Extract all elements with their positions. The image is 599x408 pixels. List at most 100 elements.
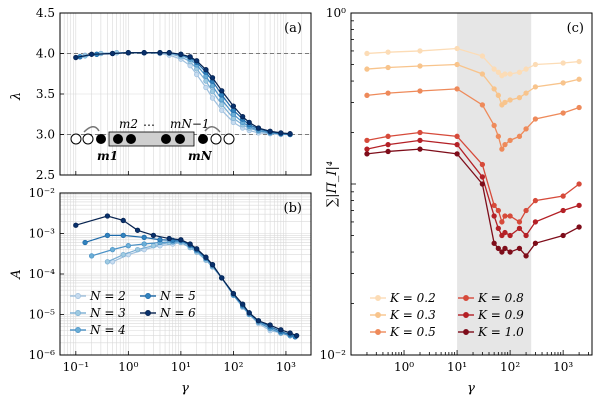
y-tick-label: 3.0: [36, 128, 55, 142]
data-point: [502, 245, 508, 252]
y-tick-label: 2.5: [36, 168, 55, 182]
data-point: [479, 174, 486, 180]
data-point: [187, 241, 193, 247]
legend-label: K = 0.9: [477, 308, 524, 322]
panel-a-label: (a): [284, 21, 302, 36]
data-point: [166, 235, 172, 242]
data-point: [104, 259, 111, 265]
data-point: [532, 240, 539, 246]
data-point: [125, 50, 131, 56]
data-point: [560, 207, 566, 214]
data-point: [560, 232, 566, 239]
data-point: [495, 133, 501, 139]
legend-label: N = 2: [89, 289, 126, 303]
data-point: [166, 50, 172, 56]
data-point: [479, 71, 486, 77]
panel-b-legend: N = 2 N = 3 N = 4 N = 5 N = 6: [70, 289, 196, 337]
data-point: [560, 60, 566, 66]
data-point: [88, 253, 95, 259]
data-point: [516, 94, 523, 101]
panel-a-ylabel: λ: [9, 92, 24, 101]
data-point: [240, 114, 246, 120]
y-tick-label: 4.5: [36, 6, 55, 20]
data-point: [499, 219, 505, 225]
data-point: [219, 101, 225, 108]
data-point: [120, 217, 126, 224]
data-point: [209, 88, 216, 95]
data-point: [109, 246, 116, 253]
data-point: [576, 224, 582, 230]
data-point: [219, 275, 225, 281]
data-point: [219, 88, 225, 94]
legend-swatch-marker: [375, 329, 381, 335]
data-point: [417, 63, 423, 69]
data-point: [532, 116, 539, 122]
x-tick-label: 10¹: [171, 360, 191, 374]
legend-label: N = 5: [159, 289, 196, 303]
x-tick-label: 10²: [500, 360, 520, 374]
x-tick-label: 10⁰: [394, 360, 414, 374]
data-point: [502, 71, 508, 77]
data-point: [507, 232, 513, 239]
data-point: [479, 161, 486, 168]
legend-swatch-marker: [145, 310, 151, 316]
data-point: [385, 133, 391, 139]
data-point: [246, 119, 252, 125]
data-point: [194, 58, 200, 64]
data-point: [560, 80, 566, 86]
data-point: [523, 126, 529, 132]
data-point: [507, 71, 513, 77]
data-point: [502, 141, 508, 148]
data-point: [417, 48, 423, 54]
data-point: [209, 262, 216, 268]
data-point: [479, 53, 486, 59]
data-point: [203, 84, 209, 91]
x-tick-label: 10⁻¹: [63, 360, 89, 374]
x-tick-label: 10¹: [447, 360, 467, 374]
panel-b-label: (b): [284, 201, 302, 216]
data-point: [364, 151, 370, 157]
y-tick-label: 10⁰: [326, 6, 346, 20]
legend-label: N = 6: [159, 306, 196, 320]
data-point: [491, 202, 497, 209]
data-point: [73, 222, 79, 228]
data-point: [150, 243, 157, 249]
data-point: [246, 310, 252, 316]
data-point: [385, 148, 391, 155]
data-point: [364, 66, 370, 72]
data-point: [532, 84, 539, 90]
data-point: [417, 146, 423, 152]
legend-swatch-marker: [75, 293, 81, 299]
panel-c-ylabel: ∑|Π_I|⁴: [325, 161, 340, 207]
legend-label: K = 0.5: [389, 325, 436, 339]
data-point: [278, 327, 284, 333]
legend-swatch-marker: [463, 295, 469, 301]
data-point: [255, 318, 262, 324]
panel-c-label: (c): [567, 21, 584, 36]
data-point: [560, 110, 566, 116]
data-point: [523, 207, 529, 214]
x-tick-label: 10³: [553, 360, 573, 374]
x-tick-label: 10²: [223, 360, 243, 374]
data-point: [203, 254, 209, 260]
filled-site-icon: [198, 134, 208, 144]
data-point: [576, 76, 582, 82]
panel-b: 10⁻⁶ 10⁻⁵ 10⁻⁴ 10⁻³ 10⁻² 10⁻¹ 10⁰ 10¹ 10² 10³ (b)…: [9, 186, 312, 396]
data-point: [178, 51, 184, 57]
filled-site-icon: [96, 134, 106, 144]
panel-c: 10⁻² 10⁰ 10⁰ 10¹ 10² 10³ (c) ∑|Π_I|⁴ γ K = 0.…: [320, 6, 593, 396]
legend-swatch-marker: [375, 312, 381, 318]
data-point: [523, 253, 529, 259]
data-point: [495, 245, 501, 252]
hop-arrow-left-icon: [83, 126, 100, 133]
data-point: [516, 69, 523, 75]
legend-swatch-marker: [145, 293, 151, 299]
data-point: [88, 51, 95, 57]
x-tick-label: 10³: [276, 360, 296, 374]
empty-site-icon: [210, 133, 222, 145]
data-point: [267, 128, 273, 134]
data-point: [495, 225, 501, 232]
data-point: [141, 50, 147, 56]
empty-site-icon: [82, 133, 94, 145]
